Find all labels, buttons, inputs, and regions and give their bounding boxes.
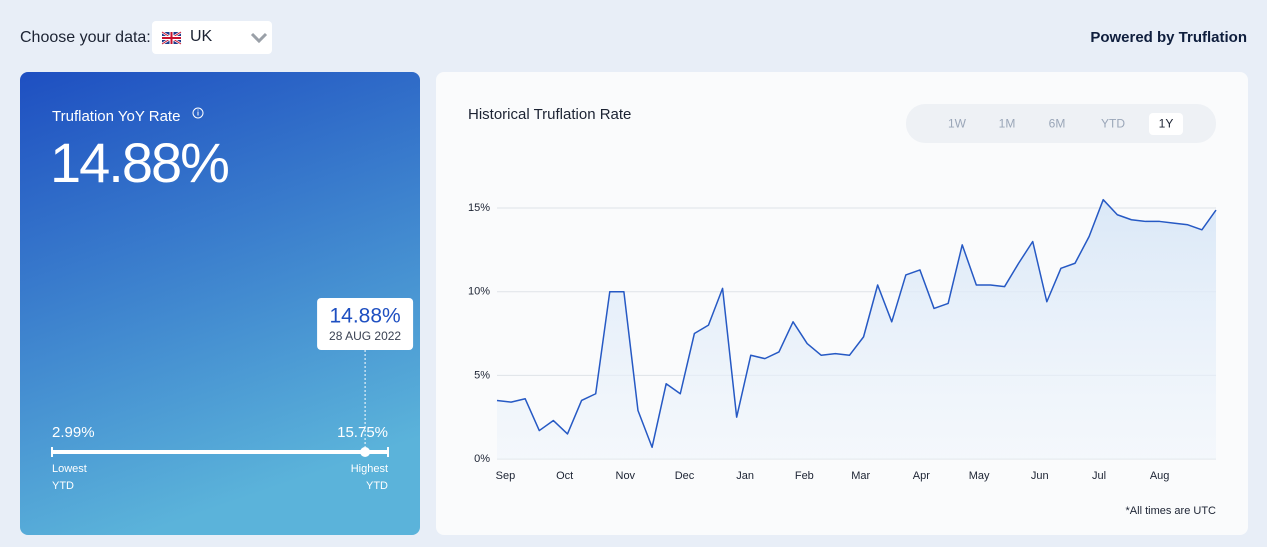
x-tick-label: Apr <box>913 470 930 482</box>
tooltip <box>317 298 414 350</box>
range-group <box>906 104 1216 143</box>
summary-title: Truflation YoY Rate <box>52 108 180 125</box>
x-tick-label: Aug <box>1150 470 1170 482</box>
chevron <box>250 32 268 44</box>
x-tick-label: May <box>969 470 990 482</box>
chart-title: Historical Truflation Rate <box>468 106 631 123</box>
plot: 0% 5% 10% 15% Sep Oct Nov Dec Jan Feb Mar Apr May Jun… <box>468 198 1217 482</box>
slider-knob <box>360 447 371 457</box>
high-period: YTD <box>366 480 388 492</box>
x-tick-label: Sep <box>496 470 516 482</box>
range-slider: 14.88%28 AUG 2022 <box>51 298 414 457</box>
x-tick-label: Jun <box>1031 470 1049 482</box>
area <box>497 199 1216 459</box>
x-tick-label: Oct <box>556 470 573 482</box>
x-tick-label: Dec <box>675 470 695 482</box>
range-button[interactable]: 1W <box>948 117 967 131</box>
summary-card <box>20 72 420 535</box>
y-tick-label: 10% <box>468 286 490 298</box>
country-name: UK <box>190 28 213 45</box>
country-select[interactable]: UK <box>152 21 272 54</box>
x-tick-label: Feb <box>795 470 814 482</box>
range-button-active[interactable] <box>1149 113 1183 135</box>
uk-flag <box>161 30 182 46</box>
tooltip-value: 14.88% <box>329 305 400 328</box>
x-tick-label: Nov <box>616 470 636 482</box>
high-value: 15.75% <box>337 424 388 441</box>
current-rate: 14.88% <box>50 131 228 194</box>
low-period: YTD <box>52 480 74 492</box>
range-button[interactable]: 6M <box>1049 117 1066 131</box>
low-value: 2.99% <box>52 424 95 441</box>
tooltip-date: 28 AUG 2022 <box>329 329 401 343</box>
powered-by: Powered by Truflation <box>1090 29 1247 46</box>
low-caption: Lowest <box>52 463 87 475</box>
y-tick-label: 15% <box>468 202 490 214</box>
high-caption: Highest <box>351 463 388 475</box>
x-tick-label: Jan <box>736 470 754 482</box>
line <box>496 198 1217 449</box>
info-icon[interactable] <box>192 107 204 119</box>
choose-label: Choose your data: <box>20 29 151 46</box>
x-tick-label: Mar <box>851 470 870 482</box>
y-tick-label: 0% <box>474 453 490 465</box>
range-button[interactable]: 1M <box>999 117 1016 131</box>
select-box[interactable] <box>152 21 272 54</box>
range-button[interactable]: 1Y <box>1159 117 1174 131</box>
range-button[interactable]: YTD <box>1101 117 1125 131</box>
y-tick-label: 5% <box>474 369 490 381</box>
footnote: *All times are UTC <box>1126 505 1217 517</box>
x-tick-label: Jul <box>1092 470 1106 482</box>
